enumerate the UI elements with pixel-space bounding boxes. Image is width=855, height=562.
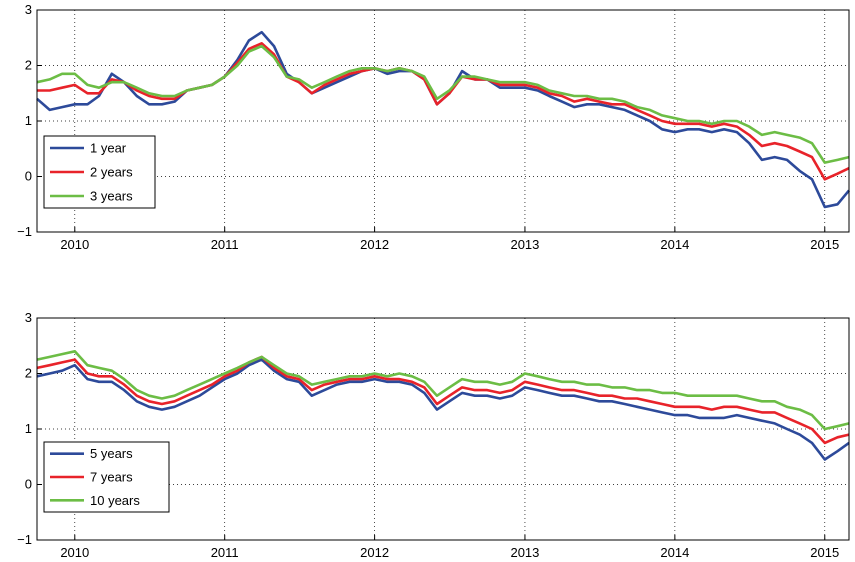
y-tick-label: 1	[25, 113, 32, 128]
chart-panel-2: −1 0 1 2 3 2010 2011 2012 2013 2014 2015 5 years 7 y…	[17, 310, 850, 560]
axes-frame	[36, 9, 850, 233]
x-tick-label: 2010	[60, 545, 89, 560]
x-tick-label: 2013	[510, 545, 539, 560]
x-tick-label: 2012	[360, 545, 389, 560]
series-line-5-years	[36, 358, 850, 461]
y-tick-label: 2	[25, 58, 32, 73]
x-tick-label: 2013	[510, 237, 539, 252]
y-tick-label: 0	[25, 169, 32, 184]
legend-label: 2 years	[90, 165, 133, 180]
legend-label: 1 year	[90, 141, 127, 156]
y-tick-label: 3	[25, 310, 32, 325]
legend-label: 5 years	[90, 446, 133, 461]
series-line-3-years	[36, 44, 850, 164]
y-tick-label: 3	[25, 2, 32, 17]
x-tick-label: 2010	[60, 237, 89, 252]
legend-label: 3 years	[90, 189, 133, 204]
series-line-7-years	[36, 355, 850, 445]
chart-panel-1: −1 0 1 2 3 2010 2011 2012 2013 2014 2015 1 year 2 ye…	[17, 2, 851, 252]
x-tick-label: 2015	[810, 237, 839, 252]
x-tick-label: 2015	[810, 545, 839, 560]
y-tick-label: 2	[25, 366, 32, 381]
y-tick-label: 1	[25, 421, 32, 436]
x-tick-label: 2014	[660, 545, 689, 560]
legend-label: 10 years	[90, 493, 140, 508]
x-tick-label: 2014	[660, 237, 689, 252]
legend-label: 7 years	[90, 470, 133, 485]
x-tick-label: 2011	[211, 237, 239, 252]
y-tick-label: −1	[17, 224, 32, 239]
x-tick-label: 2011	[211, 545, 239, 560]
series-line-2-years	[37, 42, 850, 181]
legend: 1 year 2 years 3 years	[43, 135, 156, 209]
x-tick-label: 2012	[360, 237, 389, 252]
axes-frame	[36, 317, 850, 541]
series-line-10-years	[36, 350, 850, 431]
y-tick-label: −1	[17, 532, 32, 547]
y-tick-label: 0	[25, 477, 32, 492]
legend: 5 years 7 years 10 years	[43, 441, 170, 513]
